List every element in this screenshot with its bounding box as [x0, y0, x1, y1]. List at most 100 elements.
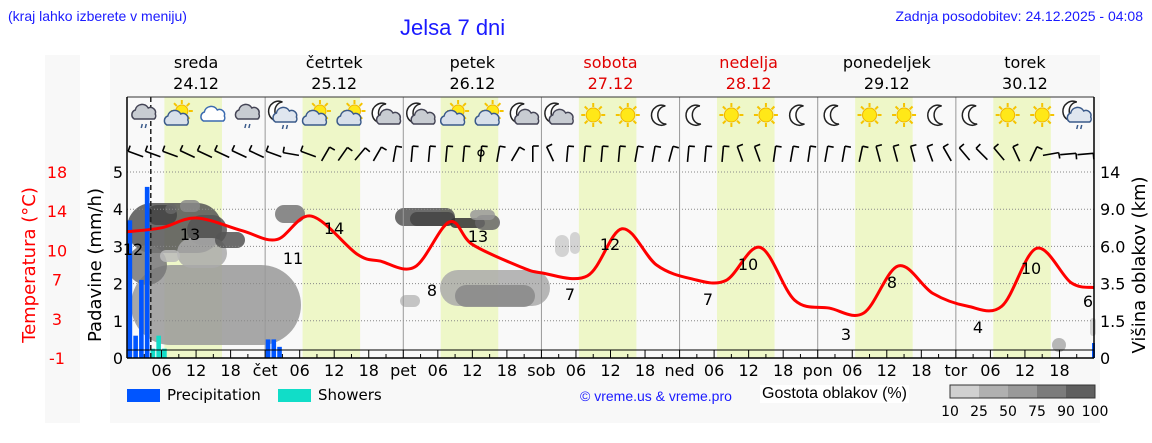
temperature-axis-panel: [45, 55, 80, 423]
showers-bar: [156, 335, 161, 358]
wind-barb-icon: [772, 145, 782, 163]
x-tick-label: 18: [220, 361, 240, 380]
wind-barb-icon: [427, 145, 436, 163]
temperature-tick-label: 18: [47, 163, 67, 182]
precip-tick-label: 2: [113, 275, 123, 294]
cloud-density-tick-label: 25: [970, 404, 988, 420]
moon-cloud-rain-icon: [1062, 100, 1092, 130]
precip-tick-label: 4: [113, 200, 123, 219]
sun-icon: [892, 103, 917, 127]
credit-link[interactable]: © vreme.us & vreme.pro: [580, 388, 732, 404]
x-tick-label: 06: [980, 361, 1000, 380]
day-date: 30.12: [1002, 74, 1048, 93]
sun-cloud-icon: [301, 100, 331, 126]
moon-icon: [961, 104, 978, 126]
precip-tick-label: 1: [113, 312, 123, 331]
wind-barb-icon: [736, 143, 744, 162]
day-label-2: petek 26.12: [412, 52, 532, 94]
moon-icon: [823, 104, 840, 126]
wind-barb-icon: [668, 145, 680, 162]
sun-cloud-icon: [439, 100, 470, 126]
x-tick-label: 12: [600, 361, 620, 380]
temperature-value-label: 11: [283, 249, 303, 268]
x-tick-label: 12: [1015, 361, 1035, 380]
cloud-height-tick-label: 14: [1100, 163, 1120, 182]
cloud-density-swatch: [950, 385, 979, 398]
wind-barb-icon: [462, 145, 471, 163]
wind-barb-icon: [372, 146, 387, 162]
cloud-height-tick-label: 0: [1100, 349, 1110, 368]
temperature-tick-label: -1: [49, 349, 65, 368]
sun-icon: [581, 103, 606, 127]
daylight-band: [578, 97, 637, 358]
x-tick-label: 18: [497, 361, 517, 380]
wind-barb-icon: [651, 145, 662, 163]
wind-barb-icon: [892, 143, 900, 162]
cloud-rain-icon: [234, 103, 261, 129]
moon-icon: [685, 104, 702, 126]
cloud-density-title: Gostota oblakov (%): [760, 385, 909, 403]
precipitation-bar: [133, 335, 138, 358]
x-tick-label: 06: [842, 361, 862, 380]
wind-barb-icon: [1029, 146, 1043, 162]
wind-barb-icon: [444, 145, 454, 163]
wind-barb-icon: [858, 145, 869, 162]
wind-barb-icon: [354, 147, 371, 161]
wind-barb-icon: [392, 145, 403, 163]
cloud-height-tick-label: 6.0: [1100, 237, 1125, 256]
x-tick-label: pet: [390, 361, 416, 380]
cloud-height-axis-label: Višina oblakov (km): [1129, 176, 1150, 353]
sun-icon: [753, 103, 778, 127]
wind-barb-icon: [789, 145, 800, 163]
day-label-6: torek 30.12: [965, 52, 1085, 94]
moon-icon: [927, 104, 943, 126]
wind-barb-icon: [410, 145, 419, 163]
wind-barb-icon: [617, 145, 626, 163]
cloud-height-tick-label: 9.0: [1100, 200, 1125, 219]
wind-barb-icon: [282, 146, 300, 157]
wind-barb-icon: [807, 145, 817, 163]
last-update: Zadnja posodobitev: 24.12.2025 - 04:08: [895, 8, 1143, 24]
wind-barb-icon: [496, 145, 506, 163]
cloud-density-swatch: [1037, 385, 1066, 398]
precipitation-bar: [127, 220, 133, 358]
x-tick-label: 18: [773, 361, 793, 380]
wind-barb-icon: [686, 145, 695, 163]
wind-barb-icon: [1077, 152, 1095, 160]
wind-barb-icon: [545, 143, 555, 162]
cloud-density-tick-label: 75: [1028, 404, 1046, 420]
day-name: četrtek: [305, 53, 363, 72]
cloud-density-tick-label: 90: [1057, 404, 1075, 420]
x-tick-label: 06: [151, 361, 171, 380]
precipitation-bar: [144, 186, 150, 358]
moon-cloud-icon: [405, 102, 436, 125]
moon-cloud-icon: [544, 102, 574, 125]
x-tick-label: 18: [911, 361, 931, 380]
moon-icon: [650, 104, 667, 126]
sun-cloud-icon: [163, 100, 193, 126]
x-tick-label: pon: [803, 361, 833, 380]
temperature-value-label: 12: [123, 240, 143, 259]
wind-barb-icon: [1060, 152, 1078, 160]
temperature-tick-label: 7: [52, 271, 62, 290]
wind-barb-icon: [161, 145, 178, 158]
calm-wind-icon: [477, 149, 485, 157]
wind-barb-icon: [127, 145, 144, 158]
cloud-density-swatch: [979, 385, 1008, 398]
showers-bar: [150, 348, 156, 358]
region-hint[interactable]: (kraj lahko izberete v meniju): [8, 8, 187, 24]
wind-barb-icon: [300, 145, 317, 158]
day-name: nedelja: [719, 53, 778, 72]
precipitation-bar: [277, 346, 282, 358]
wind-barb-icon: [479, 145, 488, 163]
temperature-value-label: 7: [565, 285, 575, 304]
daylight-band: [716, 97, 775, 358]
daylight-band: [855, 97, 913, 358]
wind-barb-icon: [975, 143, 988, 161]
day-date: 24.12: [173, 74, 219, 93]
moon-cloud-icon: [509, 102, 540, 125]
wind-barb-icon: [753, 143, 761, 162]
sun-icon: [857, 103, 882, 127]
wind-barb-icon: [926, 143, 934, 162]
wind-barb-icon: [1012, 143, 1021, 162]
